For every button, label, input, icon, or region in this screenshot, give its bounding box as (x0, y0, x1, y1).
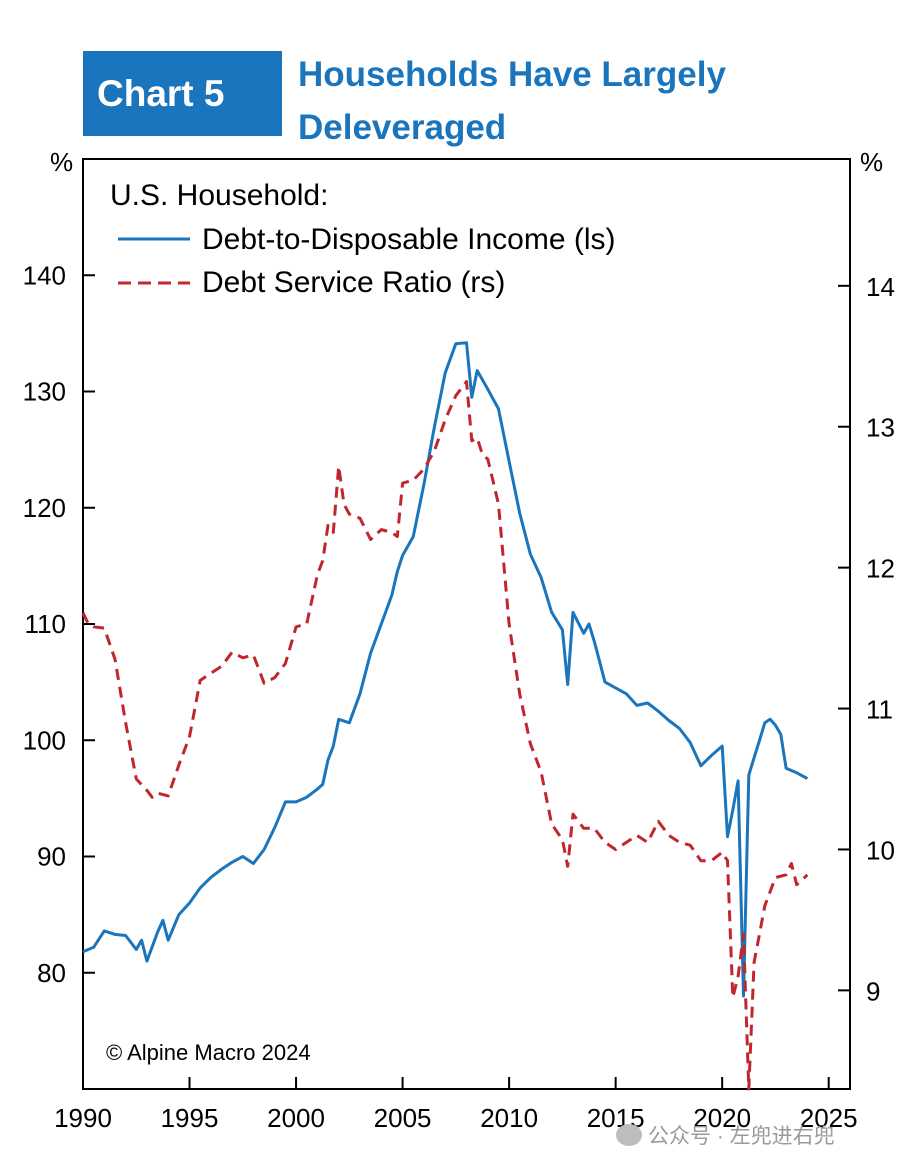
series-line-debt-to-income (82, 341, 809, 998)
chart-number-tag: Chart 5 (83, 51, 282, 136)
x-tick-label: 2020 (693, 1103, 751, 1133)
right-tick-label: 9 (866, 976, 880, 1006)
x-tick-label: 1990 (54, 1103, 112, 1133)
x-tick-label: 2010 (480, 1103, 538, 1133)
chart-number-label: Chart 5 (97, 72, 225, 114)
right-axis-unit: % (860, 147, 883, 177)
series-layer (81, 341, 809, 1091)
legend: U.S. Household: Debt-to-Disposable Incom… (110, 179, 615, 299)
wechat-icon (616, 1124, 642, 1146)
left-axis-unit: % (50, 147, 73, 177)
chart-title-line2: Deleveraged (298, 108, 507, 147)
right-tick-label: 13 (866, 413, 895, 443)
left-tick-label: 110 (25, 609, 66, 639)
right-tick-label: 10 (866, 835, 895, 865)
left-tick-label: 130 (23, 377, 66, 407)
left-tick-label: 120 (23, 493, 66, 523)
right-tick-label: 11 (866, 695, 893, 725)
x-axis: 1990 1995 2000 2005 2010 2015 2020 2025 (54, 1077, 858, 1133)
copyright-note: © Alpine Macro 2024 (106, 1040, 311, 1065)
legend-title: U.S. Household: (110, 179, 328, 212)
x-tick-label: 2000 (267, 1103, 325, 1133)
right-tick-label: 12 (866, 554, 895, 584)
left-tick-label: 140 (23, 260, 66, 290)
left-axis: 80 90 100 110 120 130 140 (23, 260, 95, 988)
left-tick-label: 90 (37, 842, 66, 872)
right-axis: 9 10 11 12 13 14 (838, 272, 895, 1006)
watermark: 公众号 · 左兜进右兜 (616, 1120, 835, 1150)
x-tick-label: 2025 (800, 1103, 858, 1133)
left-tick-label: 80 (37, 958, 66, 988)
right-tick-label: 14 (866, 272, 895, 302)
x-tick-label: 2005 (374, 1103, 432, 1133)
watermark-text: 公众号 · 左兜进右兜 (648, 1125, 835, 1148)
x-tick-label: 1995 (161, 1103, 219, 1133)
chart-title-line1: Households Have Largely (298, 55, 726, 94)
legend-label-debt-to-income: Debt-to-Disposable Income (ls) (202, 223, 615, 256)
series-line-debt-service (81, 380, 809, 1091)
legend-label-debt-service: Debt Service Ratio (rs) (202, 266, 505, 299)
chart-title: Households Have Largely Deleveraged (298, 48, 818, 154)
left-tick-label: 100 (23, 725, 66, 755)
